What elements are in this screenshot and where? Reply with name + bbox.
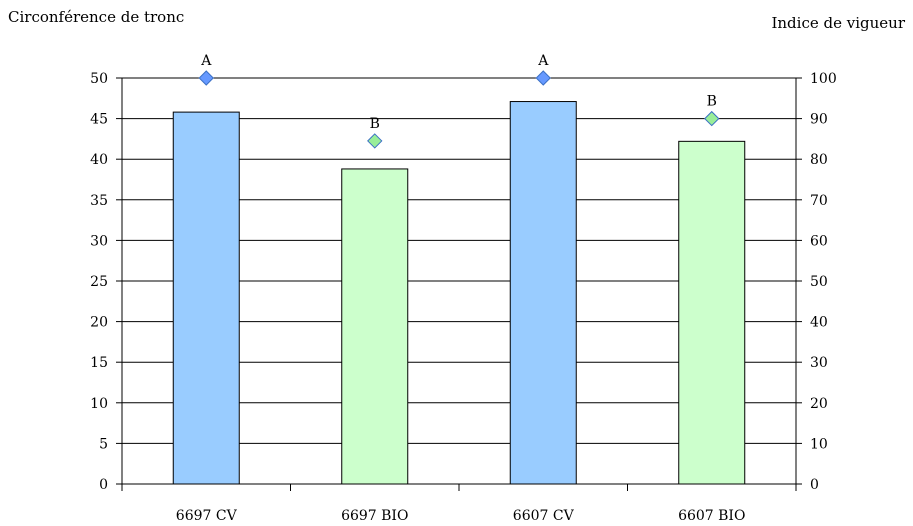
annotation-label-2: A bbox=[537, 53, 549, 69]
y-tick-label-right: 40 bbox=[810, 315, 828, 331]
y-tick-label-right: 90 bbox=[810, 112, 828, 128]
y-tick-label-right: 20 bbox=[810, 396, 828, 412]
bar-series bbox=[172, 101, 746, 485]
y-tick-label-left: 50 bbox=[90, 71, 108, 87]
bar-6697-cv bbox=[172, 111, 240, 485]
x-tick-label: 6607 CV bbox=[513, 508, 575, 524]
y-tick-label-left: 10 bbox=[90, 396, 108, 412]
y-tick-label-left: 30 bbox=[90, 233, 108, 249]
x-tick-label: 6697 CV bbox=[176, 508, 238, 524]
marker-6607-bio bbox=[704, 110, 720, 127]
y-tick-label-left: 25 bbox=[90, 274, 108, 290]
annotation-label-1: B bbox=[370, 116, 380, 132]
y-tick-label-right: 70 bbox=[810, 193, 828, 209]
y-axis-right-title: Indice de vigueur bbox=[771, 14, 905, 32]
x-tick-label: 6697 BIO bbox=[341, 508, 408, 524]
y-tick-label-right: 100 bbox=[810, 71, 837, 87]
y-tick-label-left: 45 bbox=[90, 112, 108, 128]
y-axis-left-title: Circonférence de tronc bbox=[8, 8, 185, 26]
bar-6607-cv bbox=[509, 101, 577, 485]
y-tick-label-right: 50 bbox=[810, 274, 828, 290]
marker-6697-cv bbox=[198, 70, 214, 86]
annotation-label-3: B bbox=[707, 94, 717, 110]
y-tick-label-right: 80 bbox=[810, 152, 828, 168]
y-tick-label-left: 15 bbox=[90, 355, 108, 371]
y-tick-label-left: 0 bbox=[99, 477, 108, 493]
y-tick-label-left: 20 bbox=[90, 315, 108, 331]
y-tick-label-left: 5 bbox=[99, 436, 108, 452]
x-tick-label: 6607 BIO bbox=[678, 508, 745, 524]
y-tick-label-right: 60 bbox=[810, 233, 828, 249]
y-tick-label-right: 0 bbox=[810, 477, 819, 493]
y-tick-label-right: 30 bbox=[810, 355, 828, 371]
marker-series: A B A B bbox=[198, 53, 720, 149]
annotation-label-0: A bbox=[200, 53, 212, 69]
y-tick-label-left: 40 bbox=[90, 152, 108, 168]
marker-6607-cv bbox=[535, 70, 551, 86]
axes: 0 5 10 15 20 25 30 35 40 45 50 0 10 20 30 40 50 60 70 80 90 1… bbox=[90, 71, 837, 524]
y-tick-label-left: 35 bbox=[90, 193, 108, 209]
marker-6697-bio bbox=[367, 133, 383, 149]
bar-6607-bio bbox=[678, 140, 746, 485]
bar-6697-bio bbox=[341, 168, 409, 485]
y-tick-label-right: 10 bbox=[810, 436, 828, 452]
